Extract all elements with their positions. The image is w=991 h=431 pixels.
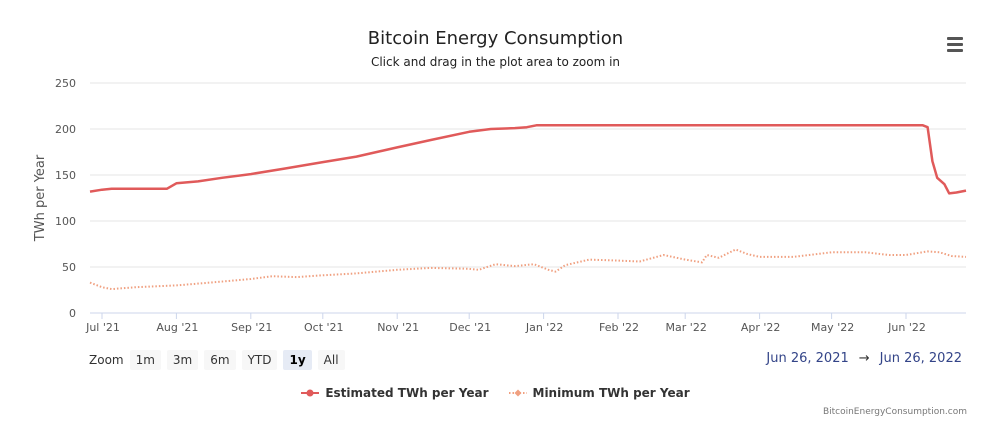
range-to-input[interactable]: Jun 26, 2022: [879, 351, 962, 366]
zoom-button-3m[interactable]: 3m: [166, 350, 199, 370]
zoom-button-1y[interactable]: 1y: [283, 350, 312, 370]
menu-bar: [947, 43, 963, 46]
legend-line-solid-icon: [301, 389, 320, 397]
arrow-right-icon: →: [858, 351, 870, 366]
series-line-estimated[interactable]: [89, 124, 967, 195]
range-from-input[interactable]: Jun 26, 2021: [766, 351, 849, 366]
x-tick-label: Nov '21: [377, 321, 419, 334]
x-tick-label: Feb '22: [599, 321, 639, 334]
legend-label: Estimated TWh per Year: [325, 386, 489, 400]
menu-bar: [947, 37, 963, 40]
y-axis: 0 50 100 150 200 250: [55, 77, 76, 320]
x-tick-label: Dec '21: [449, 321, 491, 334]
x-tick-label: May '22: [811, 321, 854, 334]
x-tick-label: Aug '21: [156, 321, 198, 334]
zoom-button-all[interactable]: All: [317, 350, 345, 370]
chart-plot[interactable]: 0 50 100 150 200 250 Jul '21 Aug '21 Sep '21 Oct…: [0, 0, 991, 345]
grid-lines: [90, 82, 966, 314]
zoom-button-ytd[interactable]: YTD: [241, 350, 278, 370]
x-tick-label: Jan '22: [525, 321, 563, 334]
series-lines: [89, 124, 967, 291]
zoom-label: Zoom: [89, 353, 124, 367]
zoom-button-1m[interactable]: 1m: [129, 350, 161, 370]
menu-bar: [947, 49, 963, 52]
y-tick-label: 250: [55, 77, 76, 90]
x-tick-label: Mar '22: [666, 321, 707, 334]
y-tick-label: 50: [62, 261, 76, 274]
x-tick-label: Oct '21: [304, 321, 344, 334]
y-axis-label: TWh per Year: [33, 154, 48, 242]
x-axis: Jul '21 Aug '21 Sep '21 Oct '21 Nov '21 Dec '…: [85, 313, 926, 334]
legend-item-estimated[interactable]: Estimated TWh per Year: [301, 386, 489, 400]
x-tick-label: Apr '22: [741, 321, 781, 334]
x-tick-label: Jun '22: [887, 321, 926, 334]
legend-label: Minimum TWh per Year: [532, 386, 690, 400]
range-selector: Zoom 1m 3m 6m YTD 1y All: [89, 349, 351, 371]
date-range: Jun 26, 2021 → Jun 26, 2022: [766, 351, 962, 366]
chart-subtitle: Click and drag in the plot area to zoom …: [370, 55, 621, 69]
credits-link[interactable]: BitcoinEnergyConsumption.com: [822, 407, 967, 417]
hamburger-menu-icon[interactable]: [943, 34, 967, 54]
zoom-button-6m[interactable]: 6m: [204, 350, 236, 370]
x-tick-label: Sep '21: [231, 321, 272, 334]
x-tick-label: Jul '21: [85, 321, 120, 334]
y-tick-label: 200: [55, 123, 76, 136]
y-tick-label: 150: [55, 169, 76, 182]
y-tick-label: 100: [55, 215, 76, 228]
legend: Estimated TWh per Year Minimum TWh per Y…: [0, 386, 991, 400]
y-tick-label: 0: [69, 307, 76, 320]
chart-title: Bitcoin Energy Consumption: [367, 28, 624, 49]
legend-line-dotted-icon: [508, 389, 527, 397]
legend-item-minimum[interactable]: Minimum TWh per Year: [508, 386, 690, 400]
series-line-minimum[interactable]: [89, 248, 967, 291]
